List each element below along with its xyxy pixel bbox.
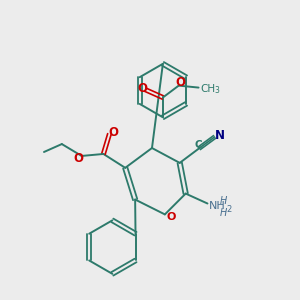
Text: O: O [166,212,176,222]
Text: CH: CH [200,84,215,94]
Text: 3: 3 [214,86,219,95]
Text: C: C [195,140,203,150]
Text: H: H [220,196,227,206]
Text: O: O [176,76,186,89]
Text: N: N [215,129,225,142]
Text: 2: 2 [226,205,232,214]
Text: O: O [137,82,147,95]
Text: O: O [74,152,84,165]
Text: O: O [108,126,118,139]
Text: NH: NH [209,202,226,212]
Text: H: H [220,208,227,218]
